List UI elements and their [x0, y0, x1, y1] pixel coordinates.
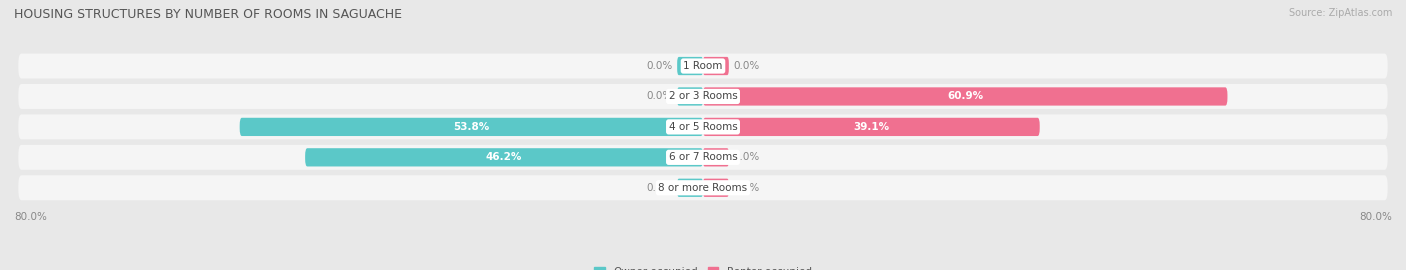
- Text: 80.0%: 80.0%: [14, 211, 46, 221]
- FancyBboxPatch shape: [305, 148, 703, 167]
- FancyBboxPatch shape: [239, 118, 703, 136]
- FancyBboxPatch shape: [18, 53, 1388, 79]
- Text: 0.0%: 0.0%: [733, 183, 759, 193]
- FancyBboxPatch shape: [703, 87, 1227, 106]
- Text: 60.9%: 60.9%: [948, 92, 983, 102]
- FancyBboxPatch shape: [678, 179, 703, 197]
- Text: 0.0%: 0.0%: [733, 152, 759, 162]
- FancyBboxPatch shape: [18, 114, 1388, 139]
- FancyBboxPatch shape: [18, 145, 1388, 170]
- Text: 8 or more Rooms: 8 or more Rooms: [658, 183, 748, 193]
- Text: 53.8%: 53.8%: [453, 122, 489, 132]
- Text: 2 or 3 Rooms: 2 or 3 Rooms: [669, 92, 737, 102]
- Text: 6 or 7 Rooms: 6 or 7 Rooms: [669, 152, 737, 162]
- FancyBboxPatch shape: [18, 175, 1388, 200]
- Text: 1 Room: 1 Room: [683, 61, 723, 71]
- Text: HOUSING STRUCTURES BY NUMBER OF ROOMS IN SAGUACHE: HOUSING STRUCTURES BY NUMBER OF ROOMS IN…: [14, 8, 402, 21]
- Text: 80.0%: 80.0%: [1360, 211, 1392, 221]
- FancyBboxPatch shape: [678, 57, 703, 75]
- Text: 0.0%: 0.0%: [647, 183, 673, 193]
- Text: 0.0%: 0.0%: [647, 92, 673, 102]
- Legend: Owner-occupied, Renter-occupied: Owner-occupied, Renter-occupied: [591, 262, 815, 270]
- FancyBboxPatch shape: [703, 118, 1039, 136]
- Text: 46.2%: 46.2%: [486, 152, 522, 162]
- FancyBboxPatch shape: [18, 84, 1388, 109]
- FancyBboxPatch shape: [703, 57, 728, 75]
- Text: 0.0%: 0.0%: [733, 61, 759, 71]
- Text: Source: ZipAtlas.com: Source: ZipAtlas.com: [1288, 8, 1392, 18]
- Text: 4 or 5 Rooms: 4 or 5 Rooms: [669, 122, 737, 132]
- FancyBboxPatch shape: [678, 87, 703, 106]
- FancyBboxPatch shape: [703, 179, 728, 197]
- Text: 39.1%: 39.1%: [853, 122, 890, 132]
- FancyBboxPatch shape: [703, 148, 728, 167]
- Text: 0.0%: 0.0%: [647, 61, 673, 71]
